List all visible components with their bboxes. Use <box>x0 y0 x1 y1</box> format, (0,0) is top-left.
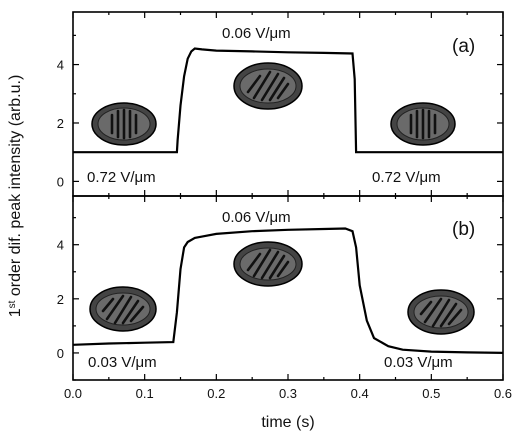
panel-a: 0 2 4 (a) 0.72 V/μm 0.06 V/μm 0.72 V/μm <box>57 11 504 197</box>
panel-a-y-tick-label: 0 <box>57 174 64 189</box>
x-tick-label: 0.4 <box>351 386 369 401</box>
panel-b-ticks: 0 2 4 0.0 0.1 0.2 0.3 0.4 0.5 0.6 <box>57 196 512 401</box>
x-tick-label: 0.6 <box>494 386 512 401</box>
panel-b-annotation-left: 0.03 V/μm <box>88 354 157 371</box>
panel-a-annotation-right: 0.72 V/μm <box>372 169 441 186</box>
panel-b-annotation-center: 0.06 V/μm <box>222 209 291 226</box>
panel-a-y-tick-label: 2 <box>57 116 64 131</box>
panel-b-series-line <box>73 227 503 354</box>
panel-a-annotation-left: 0.72 V/μm <box>87 169 156 186</box>
panel-b-y-tick-label: 4 <box>57 238 64 253</box>
diagonal-stripes-domain-icon <box>89 286 157 332</box>
panel-b-annotation-right: 0.03 V/μm <box>384 354 453 371</box>
vertical-stripes-domain-icon <box>91 102 157 146</box>
x-tick-label: 0.1 <box>136 386 154 401</box>
panel-a-y-tick-label: 4 <box>57 58 64 73</box>
diagonal-stripes-domain-icon <box>407 289 475 335</box>
diagonal-stripes-domain-icon <box>233 241 303 287</box>
panel-b-label: (b) <box>452 219 475 240</box>
diagonal-stripes-domain-icon <box>233 62 303 110</box>
x-tick-label: 0.3 <box>279 386 297 401</box>
y-axis-label: 1st order dif. peak intensity (arb.u.) <box>7 75 25 318</box>
panel-a-annotation-center: 0.06 V/μm <box>222 25 291 42</box>
x-tick-label: 0.2 <box>207 386 225 401</box>
panel-a-label: (a) <box>452 36 475 57</box>
panel-b: 0 2 4 0.0 0.1 0.2 0.3 0.4 0.5 0.6 (b) 0.03 V/μm 0… <box>57 195 512 401</box>
panel-a-series-line <box>73 47 503 154</box>
x-tick-label: 0.5 <box>422 386 440 401</box>
panel-b-y-tick-label: 2 <box>57 292 64 307</box>
panel-b-y-tick-label: 0 <box>57 346 64 361</box>
x-tick-label: 0.0 <box>64 386 82 401</box>
x-axis-label: time (s) <box>261 414 314 431</box>
vertical-stripes-domain-icon <box>390 102 456 146</box>
